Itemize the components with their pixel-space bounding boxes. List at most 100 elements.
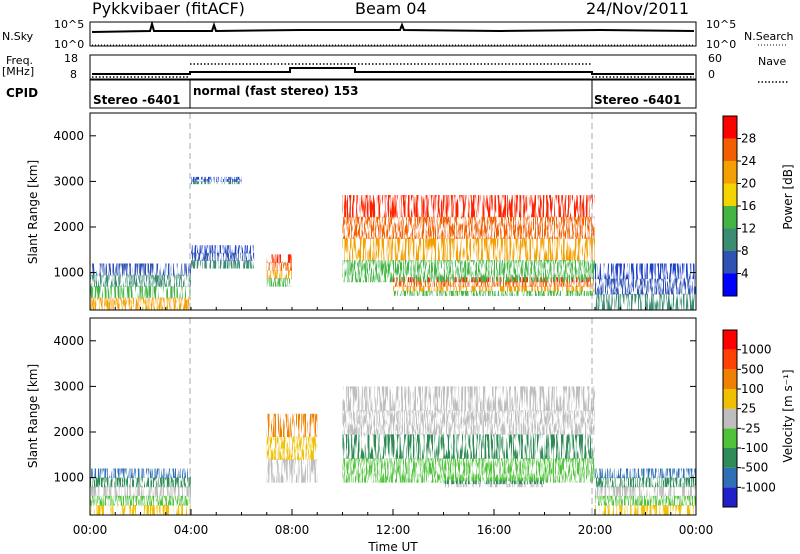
power-region-2: [191, 179, 242, 182]
velocity-region-2: [342, 386, 595, 411]
velocity-ytick-label-1: 2000: [53, 425, 84, 439]
power-region-1: [191, 252, 255, 261]
velocity-region-0: [90, 504, 191, 515]
power-colorbar-swatch-0: [723, 273, 737, 296]
station-title: Pykkvibaer (fitACF): [92, 0, 245, 18]
cpid-label: CPID: [6, 86, 39, 100]
power-region-3: [266, 278, 292, 287]
power-region-1: [191, 245, 255, 254]
x-tick-label-5: 20:00: [578, 523, 613, 537]
velocity-colorbar-tick-label-1: 500: [741, 362, 764, 376]
power-colorbar-tick-label-0: 28: [741, 132, 756, 146]
velocity-colorbar-swatch-0: [723, 487, 737, 507]
power-region-6: [595, 293, 696, 310]
velocity-colorbar-tick-label-2: 100: [741, 382, 764, 396]
power-region-2: [191, 176, 242, 180]
power-region-6: [595, 278, 696, 295]
power-region-3: [266, 254, 292, 263]
velocity-region-0: [90, 495, 191, 506]
velocity-ytick-label-0: 1000: [53, 471, 84, 485]
power-colorbar: 28 24 20 16 12 8 4: [722, 115, 756, 297]
power-ytick-label-3: 4000: [53, 129, 84, 143]
velocity-colorbar-swatch-4: [723, 408, 737, 429]
noise-panel: [89, 20, 788, 47]
power-region-3: [266, 262, 292, 271]
velocity-colorbar-swatch-7: [723, 349, 737, 370]
velocity-colorbar-swatch-6: [723, 369, 737, 389]
nave-tick-bottom: 0: [708, 68, 715, 81]
cpid-segment-1: Stereo -6401: [93, 93, 181, 107]
freq-tick-bottom: 8: [70, 68, 77, 81]
power-region-2: [191, 181, 242, 185]
power-region-0: [90, 274, 191, 287]
power-colorbar-tick-label-4: 12: [741, 222, 756, 236]
power-colorbar-swatch-4: [723, 183, 737, 206]
power-colorbar-tick-label-3: 16: [741, 199, 756, 213]
velocity-colorbar-swatch-3: [723, 428, 737, 448]
power-y-axis: 1000 2000 3000 4000: [53, 129, 696, 280]
power-region-0: [90, 263, 191, 276]
power-region-5: [393, 290, 595, 296]
velocity-colorbar-tick-label-3: 25: [741, 402, 756, 416]
velocity-y-axis: 1000 2000 3000 4000: [53, 334, 696, 485]
nave-tick-top: 60: [708, 52, 722, 65]
power-region-1: [191, 260, 255, 269]
cpid-panel: [89, 79, 697, 109]
velocity-colorbar: 1000 500 100 25 -25 -100 -500 -1000: [722, 329, 776, 508]
time-x-label: Time UT: [367, 540, 418, 554]
velocity-colorbar-swatch-5: [723, 389, 737, 409]
power-ytick-label-2: 3000: [53, 174, 84, 188]
x-tick-label-6: 00:00: [679, 523, 714, 537]
velocity-region-3: [443, 483, 545, 488]
velocity-region-4: [595, 468, 696, 479]
velocity-colorbar-tick-label-7: -1000: [741, 480, 776, 494]
power-region-4: [342, 216, 595, 239]
n-search-tick-top: 10^5: [706, 18, 737, 31]
nave-label: Nave: [758, 55, 787, 68]
power-colorbar-swatch-3: [723, 206, 737, 229]
power-ytick-label-0: 1000: [53, 266, 84, 280]
power-colorbar-swatch-2: [723, 228, 737, 251]
velocity-y-label: Slant Range [km]: [26, 364, 40, 468]
velocity-region-4: [595, 504, 696, 515]
freq-label-2: [MHz]: [2, 65, 35, 78]
n-sky-tick-bottom: 10^0: [54, 38, 85, 51]
freq-label-1: Freq.: [6, 54, 34, 67]
power-y-label: Slant Range [km]: [26, 160, 40, 264]
x-tick-label-4: 16:00: [477, 523, 512, 537]
velocity-colorbar-tick-label-4: -25: [741, 421, 761, 435]
x-tick-label-0: 00:00: [73, 523, 108, 537]
power-colorbar-swatch-7: [723, 116, 737, 139]
velocity-region-2: [342, 458, 595, 483]
power-colorbar-tick-label-2: 20: [741, 177, 756, 191]
velocity-colorbar-tick-label-5: -100: [741, 441, 768, 455]
velocity-region-0: [90, 468, 191, 479]
velocity-region-2: [342, 434, 595, 459]
power-region-0: [90, 297, 191, 310]
velocity-region-0: [90, 486, 191, 497]
power-colorbar-label: Power [dB]: [781, 164, 795, 229]
velocity-colorbar-label: Velocity [m s⁻¹]: [781, 369, 795, 462]
power-region-4: [342, 238, 595, 261]
velocity-region-4: [595, 486, 696, 497]
power-region-4: [342, 195, 595, 218]
power-panel: 1000 2000 3000 4000 Slant Range [km]: [26, 112, 697, 311]
power-data-layer: [90, 176, 696, 310]
velocity-region-0: [90, 477, 191, 488]
date-title: 24/Nov/2011: [586, 0, 690, 18]
velocity-ytick-label-3: 4000: [53, 334, 84, 348]
velocity-region-1: [266, 459, 318, 483]
power-region-3: [266, 270, 292, 279]
freq-tick-top: 18: [64, 52, 78, 65]
n-search-tick-bottom: 10^0: [706, 38, 737, 51]
power-colorbar-tick-label-1: 24: [741, 154, 756, 168]
cpid-segment-2: normal (fast stereo) 153: [193, 84, 359, 98]
power-colorbar-swatch-6: [723, 138, 737, 161]
power-region-0: [90, 286, 191, 299]
beam-title: Beam 04: [355, 0, 427, 18]
x-tick-label-1: 04:00: [174, 523, 209, 537]
cpid-segment-3: Stereo -6401: [594, 93, 682, 107]
velocity-colorbar-tick-label-6: -500: [741, 461, 768, 475]
time-x-axis: 00:00 04:00 08:00 12:00 16:00 20:00 00:00: [73, 307, 714, 537]
